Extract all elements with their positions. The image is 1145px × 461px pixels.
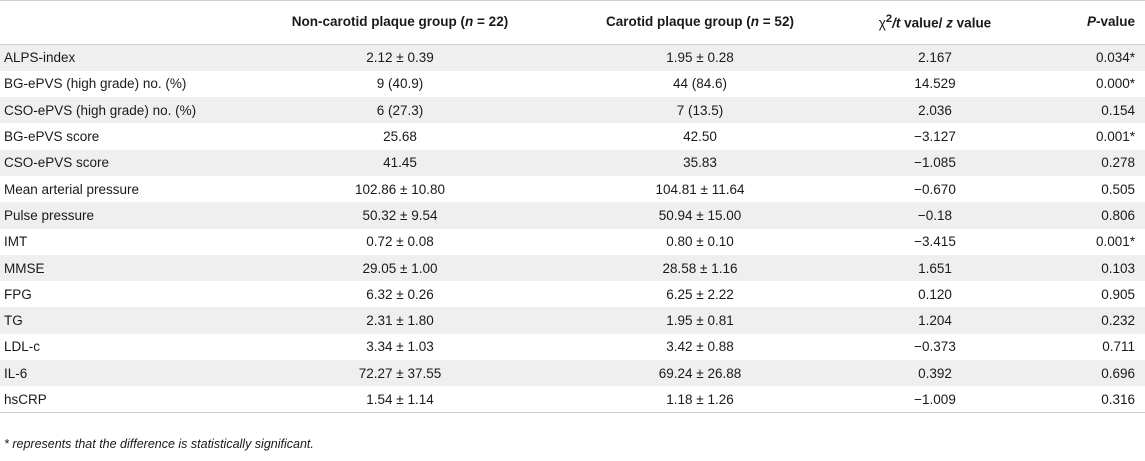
- row-label: BG-ePVS (high grade) no. (%): [0, 70, 250, 98]
- p-value: 0.103: [1020, 254, 1145, 282]
- row-label: Pulse pressure: [0, 202, 250, 229]
- header-p-value: P-value: [1020, 0, 1145, 45]
- carotid-value: 44 (84.6): [550, 70, 850, 98]
- non-carotid-value: 9 (40.9): [250, 70, 550, 98]
- results-table: Non-carotid plaque group (n = 22) Caroti…: [0, 0, 1145, 414]
- p-value: 0.000*: [1020, 70, 1145, 98]
- table-row: CSO-ePVS score 41.45 35.83 −1.085 0.278: [0, 149, 1145, 176]
- test-statistic: 14.529: [850, 70, 1020, 98]
- test-statistic: −1.009: [850, 386, 1020, 414]
- header-variable: [0, 0, 250, 45]
- table-row: IL-6 72.27 ± 37.55 69.24 ± 26.88 0.392 0.696: [0, 360, 1145, 387]
- table-row: FPG 6.32 ± 0.26 6.25 ± 2.22 0.120 0.905: [0, 281, 1145, 308]
- test-statistic: −0.670: [850, 175, 1020, 203]
- carotid-value: 0.80 ± 0.10: [550, 228, 850, 255]
- row-label: CSO-ePVS (high grade) no. (%): [0, 97, 250, 124]
- p-value: 0.505: [1020, 175, 1145, 203]
- row-label: CSO-ePVS score: [0, 149, 250, 176]
- carotid-value: 7 (13.5): [550, 97, 850, 124]
- table-row: BG-ePVS score 25.68 42.50 −3.127 0.001*: [0, 123, 1145, 150]
- non-carotid-value: 2.12 ± 0.39: [250, 44, 550, 71]
- p-value: 0.806: [1020, 202, 1145, 229]
- test-statistic: −0.373: [850, 333, 1020, 361]
- row-label: TG: [0, 307, 250, 334]
- table-row: Pulse pressure 50.32 ± 9.54 50.94 ± 15.00−…: [0, 202, 1145, 229]
- p-value: 0.232: [1020, 307, 1145, 334]
- carotid-value: 35.83: [550, 149, 850, 176]
- table-row: TG 2.31 ± 1.80 1.95 ± 0.81 1.204 0.232: [0, 307, 1145, 334]
- carotid-value: 1.18 ± 1.26: [550, 386, 850, 414]
- non-carotid-value: 3.34 ± 1.03: [250, 333, 550, 361]
- test-statistic: −3.127: [850, 123, 1020, 150]
- carotid-value: 1.95 ± 0.81: [550, 307, 850, 334]
- row-label: IMT: [0, 228, 250, 255]
- non-carotid-value: 102.86 ± 10.80: [250, 175, 550, 203]
- table-footnote: * represents that the difference is stat…: [4, 437, 314, 451]
- test-statistic: 2.036: [850, 97, 1020, 124]
- row-label: Mean arterial pressure: [0, 175, 250, 203]
- non-carotid-value: 6 (27.3): [250, 97, 550, 124]
- non-carotid-value: 41.45: [250, 149, 550, 176]
- test-statistic: 1.204: [850, 307, 1020, 334]
- carotid-value: 6.25 ± 2.22: [550, 281, 850, 308]
- test-statistic: −3.415: [850, 228, 1020, 255]
- header-carotid-group: Carotid plaque group (n = 52): [550, 0, 850, 45]
- header-test-statistic: χ2/t value/ z value: [850, 0, 1020, 45]
- non-carotid-value: 25.68: [250, 123, 550, 150]
- p-value: 0.316: [1020, 386, 1145, 414]
- p-value: 0.278: [1020, 149, 1145, 176]
- table-row: hsCRP 1.54 ± 1.14 1.18 ± 1.26 −1.009 0.316: [0, 386, 1145, 414]
- table-body: ALPS-index 2.12 ± 0.39 1.95 ± 0.28 2.167 0.0…: [0, 44, 1145, 414]
- non-carotid-value: 0.72 ± 0.08: [250, 228, 550, 255]
- p-value: 0.154: [1020, 97, 1145, 124]
- carotid-value: 1.95 ± 0.28: [550, 44, 850, 71]
- row-label: MMSE: [0, 254, 250, 282]
- table-row: ALPS-index 2.12 ± 0.39 1.95 ± 0.28 2.167 0.0…: [0, 44, 1145, 71]
- non-carotid-value: 2.31 ± 1.80: [250, 307, 550, 334]
- non-carotid-value: 29.05 ± 1.00: [250, 254, 550, 282]
- non-carotid-value: 72.27 ± 37.55: [250, 360, 550, 387]
- table-header-row: Non-carotid plaque group (n = 22) Caroti…: [0, 0, 1145, 45]
- row-label: ALPS-index: [0, 44, 250, 71]
- table-row: LDL-c 3.34 ± 1.03 3.42 ± 0.88 −0.373 0.711: [0, 333, 1145, 361]
- carotid-value: 3.42 ± 0.88: [550, 333, 850, 361]
- carotid-value: 69.24 ± 26.88: [550, 360, 850, 387]
- test-statistic: 0.392: [850, 360, 1020, 387]
- p-value: 0.711: [1020, 333, 1145, 361]
- test-statistic: −1.085: [850, 149, 1020, 176]
- p-value: 0.001*: [1020, 228, 1145, 255]
- p-value: 0.001*: [1020, 123, 1145, 150]
- p-value: 0.696: [1020, 360, 1145, 387]
- non-carotid-value: 1.54 ± 1.14: [250, 386, 550, 414]
- row-label: FPG: [0, 281, 250, 308]
- row-label: hsCRP: [0, 386, 250, 414]
- non-carotid-value: 6.32 ± 0.26: [250, 281, 550, 308]
- carotid-value: 28.58 ± 1.16: [550, 254, 850, 282]
- p-value: 0.905: [1020, 281, 1145, 308]
- carotid-value: 42.50: [550, 123, 850, 150]
- table-row: Mean arterial pressure 102.86 ± 10.80 104.…: [0, 175, 1145, 203]
- test-statistic: 2.167: [850, 44, 1020, 71]
- carotid-value: 50.94 ± 15.00: [550, 202, 850, 229]
- row-label: BG-ePVS score: [0, 123, 250, 150]
- header-non-carotid-group: Non-carotid plaque group (n = 22): [250, 0, 550, 45]
- carotid-value: 104.81 ± 11.64: [550, 175, 850, 203]
- test-statistic: 0.120: [850, 281, 1020, 308]
- table-row: CSO-ePVS (high grade) no. (%) 6 (27.3) 7 (…: [0, 97, 1145, 124]
- p-value: 0.034*: [1020, 44, 1145, 71]
- row-label: IL-6: [0, 360, 250, 387]
- row-label: LDL-c: [0, 333, 250, 361]
- non-carotid-value: 50.32 ± 9.54: [250, 202, 550, 229]
- table-row: MMSE 29.05 ± 1.00 28.58 ± 1.16 1.651 0.103: [0, 254, 1145, 282]
- test-statistic: −0.18: [850, 202, 1020, 229]
- table-row: IMT 0.72 ± 0.08 0.80 ± 0.10 −3.415 0.001*: [0, 228, 1145, 255]
- table-row: BG-ePVS (high grade) no. (%) 9 (40.9) 44 (…: [0, 70, 1145, 98]
- test-statistic: 1.651: [850, 254, 1020, 282]
